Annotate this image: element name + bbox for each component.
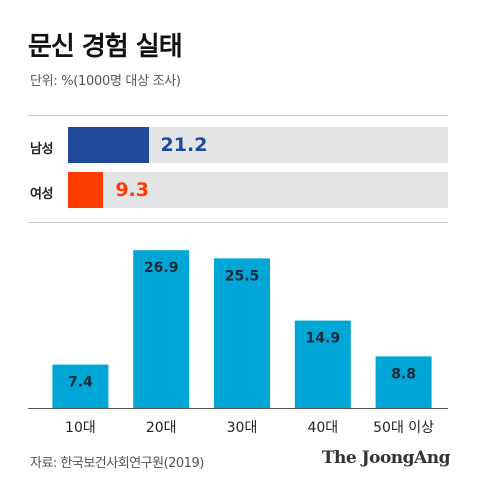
gender-track-female: 9.3 [68, 172, 448, 208]
unit-note: 단위: %(1000명 대상 조사) [30, 74, 181, 89]
age-bar [375, 356, 432, 408]
age-category-label: 50대 이상 [373, 420, 434, 436]
age-bar-value-label: 7.4 [68, 375, 93, 391]
age-bar-value-label: 25.5 [225, 268, 260, 284]
age-bar-value-label: 14.9 [306, 331, 341, 347]
age-bar [294, 320, 351, 408]
source-note: 자료: 한국보건사회연구원(2019) [30, 456, 204, 471]
middle-divider [28, 222, 448, 223]
age-category-label: 20대 [146, 420, 177, 436]
age-bar-value-label: 8.8 [391, 366, 416, 382]
age-bar [133, 250, 190, 408]
brand-logo: The JoongAng [321, 448, 451, 468]
age-bar [214, 258, 270, 408]
gender-value-female: 9.3 [115, 179, 149, 201]
gender-label-male: 남성 [30, 142, 53, 157]
age-category-label: 40대 [307, 420, 338, 436]
gender-track-male: 21.2 [68, 127, 448, 163]
age-category-label: 10대 [65, 420, 96, 436]
gender-label-female: 여성 [30, 187, 53, 202]
age-bar-value-label: 26.9 [144, 260, 179, 276]
age-bar [52, 364, 109, 408]
chart-title: 문신 경험 실태 [28, 32, 183, 62]
top-divider [28, 115, 448, 116]
gender-bar-female [68, 172, 104, 208]
gender-value-male: 21.2 [160, 134, 208, 156]
gender-bar-male [68, 127, 149, 163]
age-category-label: 30대 [227, 420, 258, 436]
